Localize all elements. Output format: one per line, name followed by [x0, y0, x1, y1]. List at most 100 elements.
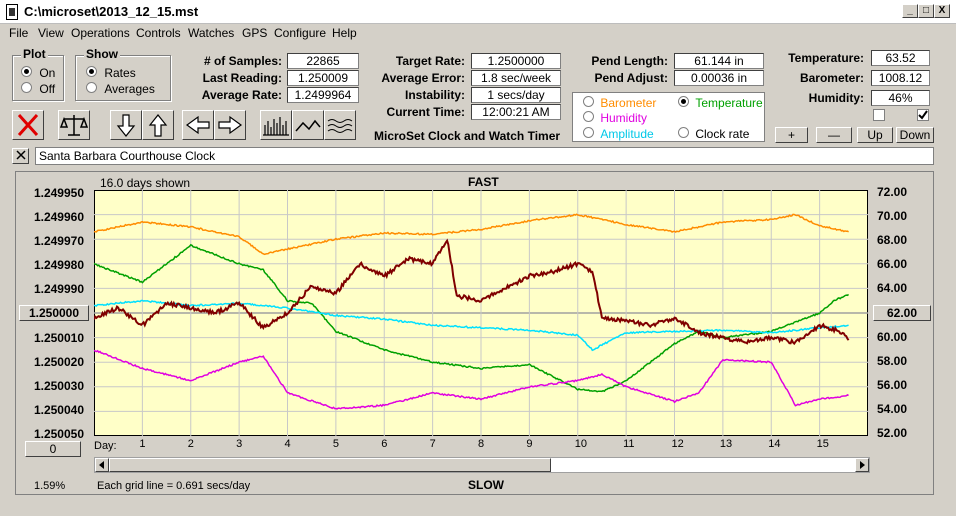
amplitude-option[interactable]: Amplitude — [583, 127, 654, 141]
amplitude-radio[interactable] — [583, 127, 594, 138]
scrollbar-track[interactable] — [551, 458, 855, 472]
menu-operations[interactable]: Operations — [71, 26, 130, 40]
barometer-radio[interactable] — [583, 96, 594, 107]
series-group — [94, 213, 850, 410]
day-tick-label: 7 — [429, 438, 436, 450]
right-tick-label: 60.00 — [877, 330, 908, 344]
scrollbar-thumb[interactable] — [109, 458, 551, 472]
humidity-radio[interactable] — [583, 111, 594, 122]
menu-gps[interactable]: GPS — [242, 26, 268, 40]
show-averages-option[interactable]: Averages — [86, 82, 155, 96]
day-axis-label: Day: — [94, 440, 117, 452]
left-tick-label: 1.249960 — [33, 210, 84, 224]
plot-off-label: Off — [39, 82, 56, 96]
menu-controls[interactable]: Controls — [136, 26, 181, 40]
zoom-out-button[interactable]: — — [816, 127, 852, 143]
barometer-option-label: Barometer — [600, 96, 657, 110]
day-tick-label: 15 — [816, 438, 829, 450]
day-tick-label: 13 — [719, 438, 733, 450]
temperature-radio[interactable] — [678, 96, 689, 107]
arrow-up-icon — [148, 114, 168, 137]
day-tick-label: 12 — [671, 438, 684, 450]
menu-view[interactable]: View — [38, 26, 64, 40]
menu-help[interactable]: Help — [332, 26, 357, 40]
scroll-left-arrow[interactable] — [95, 458, 109, 472]
scroll-up-button[interactable] — [142, 110, 174, 140]
pend-adjust-label: Pend Adjust: — [594, 71, 668, 85]
shift-up-button[interactable]: Up — [857, 127, 893, 143]
close-clock-button[interactable] — [12, 148, 29, 164]
left-tick-label: 1.249990 — [33, 282, 84, 296]
plot-off-radio[interactable] — [21, 82, 32, 93]
menu-bar: File View Operations Controls Watches GP… — [0, 24, 956, 44]
temperature-option[interactable]: Temperature — [678, 96, 763, 110]
show-rates-radio[interactable] — [86, 66, 97, 77]
balance-scale-icon — [59, 115, 89, 136]
plot-off-option[interactable]: Off — [21, 82, 55, 96]
day-tick-label: 8 — [478, 438, 485, 450]
line-graph-icon — [295, 119, 321, 132]
day-tick-label: 3 — [236, 438, 243, 450]
right-tick-label: 72.00 — [877, 185, 908, 199]
show-rates-option[interactable]: Rates — [86, 66, 136, 80]
temperature-option-label: Temperature — [695, 96, 763, 110]
current-time-label: Current Time: — [386, 105, 465, 119]
minimize-button[interactable]: _ — [902, 4, 918, 18]
maximize-button[interactable]: □ — [918, 4, 934, 18]
grid-lines — [94, 190, 868, 436]
right-tick-label: 68.00 — [877, 233, 908, 247]
scroll-right-button[interactable] — [214, 110, 246, 140]
right-tick-label: 70.00 — [877, 209, 908, 223]
scroll-left-button[interactable] — [182, 110, 214, 140]
rate-chart[interactable] — [94, 190, 868, 436]
option-checkbox-1[interactable] — [873, 109, 885, 121]
humidity-option-label: Humidity — [600, 111, 648, 125]
close-window-button[interactable]: X — [934, 4, 950, 18]
left-tick-label: 1.250010 — [33, 331, 84, 345]
clock-rate-option-label: Clock rate — [695, 127, 750, 141]
clock-name-field[interactable]: Santa Barbara Courthouse Clock — [35, 147, 934, 165]
histogram-view-button[interactable] — [260, 110, 292, 140]
app-name-label: MicroSet Clock and Watch Timer — [374, 129, 561, 143]
samples-value: 22865 — [287, 53, 359, 69]
show-group-title: Show — [84, 47, 120, 61]
horizontal-scrollbar[interactable] — [94, 457, 870, 473]
line-view-button[interactable] — [292, 110, 324, 140]
wave-view-button[interactable] — [324, 110, 356, 140]
option-checkbox-2[interactable] — [917, 109, 929, 121]
barometer-option[interactable]: Barometer — [583, 96, 656, 110]
right-center-button[interactable]: 62.00 — [873, 305, 931, 321]
clock-rate-radio[interactable] — [678, 127, 689, 138]
scroll-down-button[interactable] — [110, 110, 142, 140]
plot-on-option[interactable]: On — [21, 66, 55, 80]
menu-file[interactable]: File — [9, 26, 29, 40]
samples-label: # of Samples: — [203, 54, 282, 68]
app-icon — [6, 4, 18, 20]
left-tick-label: 1.250040 — [33, 403, 84, 417]
day-tick-labels: 1 2 3 4 5 6 7 8 9 10 11 12 13 14 15 — [0, 438, 956, 452]
scroll-right-arrow[interactable] — [855, 458, 869, 472]
left-center-button[interactable]: 1.250000 — [19, 305, 89, 321]
clock-rate-option[interactable]: Clock rate — [678, 127, 749, 141]
menu-watches[interactable]: Watches — [188, 26, 235, 40]
zoom-in-button[interactable]: + — [775, 127, 808, 143]
day-tick-label: 4 — [284, 438, 291, 450]
bottom-value-box[interactable]: 0 — [25, 441, 81, 457]
day-tick-label: 1 — [139, 438, 146, 450]
plot-on-radio[interactable] — [21, 66, 32, 77]
amplitude-series-line — [94, 299, 849, 352]
percent-label: 1.59% — [34, 480, 66, 492]
left-tick-label: 1.249970 — [33, 234, 84, 248]
humidity-option[interactable]: Humidity — [583, 111, 647, 125]
shift-down-button[interactable]: Down — [896, 127, 934, 143]
left-tick-label: 1.250030 — [33, 379, 84, 393]
plot-on-label: On — [39, 66, 56, 80]
day-tick-label: 11 — [623, 438, 635, 450]
menu-configure[interactable]: Configure — [274, 26, 327, 40]
target-rate-value: 1.2500000 — [471, 53, 561, 69]
balance-button[interactable] — [58, 110, 90, 140]
day-tick-label: 2 — [187, 438, 194, 450]
show-averages-radio[interactable] — [86, 82, 97, 93]
stop-button[interactable] — [12, 110, 44, 140]
pend-length-value: 61.144 in — [674, 53, 764, 69]
